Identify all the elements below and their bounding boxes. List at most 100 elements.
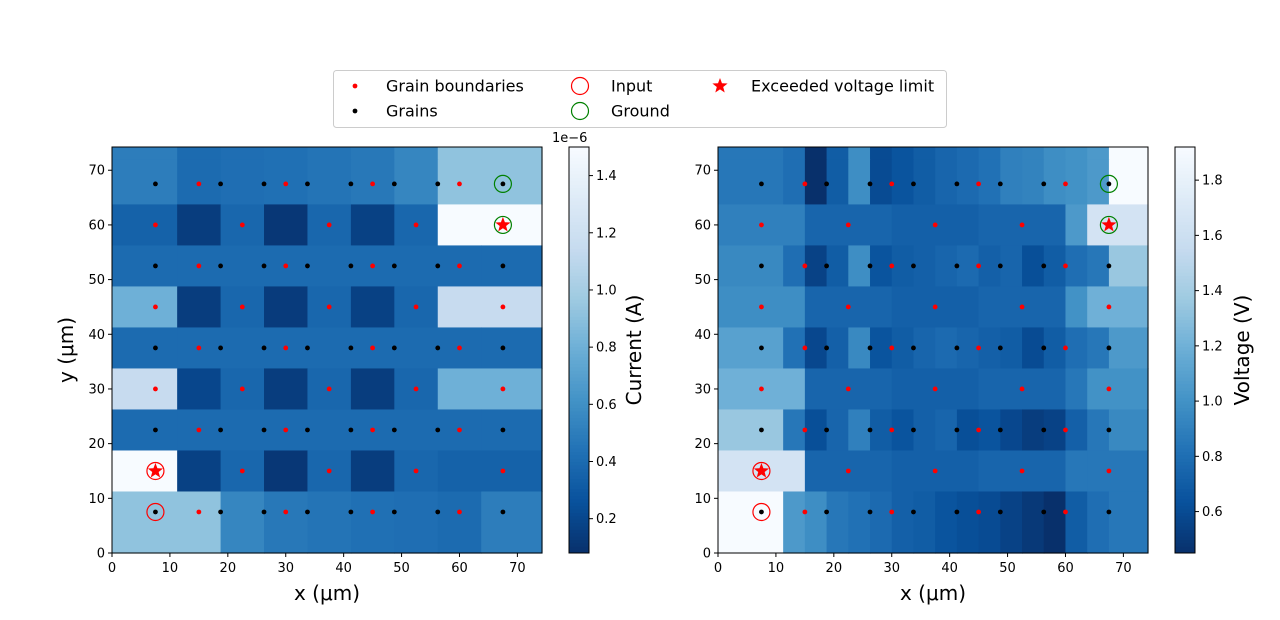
heatmap-cell (112, 159, 178, 206)
heatmap-cell (1000, 409, 1023, 452)
heatmap-cell (1087, 450, 1149, 493)
heatmap-cell (870, 147, 893, 160)
heatmap-cell (1108, 159, 1149, 206)
colorbar-segment (1175, 167, 1195, 172)
colorbar-segment (569, 346, 589, 351)
heatmap-cell (718, 159, 784, 206)
colorbar-segment (569, 437, 589, 442)
heatmap-cell (1087, 159, 1110, 206)
heatmap-cell (848, 491, 871, 554)
heatmap-cell (350, 204, 395, 247)
colorbar-tick-label: 0.8 (596, 341, 617, 356)
heatmap-cell (220, 245, 265, 288)
heatmap-cell (1065, 147, 1088, 160)
grain-boundary-point (802, 181, 808, 187)
colorbar-segment (569, 278, 589, 283)
x-tick-label: 70 (1115, 561, 1132, 576)
grain-point (391, 509, 397, 515)
grain-point (391, 181, 397, 187)
heatmap-cell (848, 327, 871, 370)
colorbar-segment (1175, 150, 1195, 155)
grain-point (218, 263, 223, 269)
colorbar-segment (569, 255, 589, 260)
current-colorbar-label: Current (A) (622, 295, 646, 406)
heatmap-cell (848, 245, 871, 288)
heatmap-cell (437, 147, 482, 160)
heatmap-cell (1065, 491, 1088, 554)
grain-point (500, 427, 506, 433)
colorbar-segment (569, 498, 589, 503)
colorbar-segment (1175, 177, 1195, 182)
heatmap-cell (350, 450, 395, 493)
grain-point (391, 345, 397, 351)
colorbar-segment (1175, 383, 1195, 388)
colorbar-segment (1175, 451, 1195, 456)
heatmap-cell (112, 368, 178, 411)
colorbar-segment (1175, 390, 1195, 395)
heatmap-cell (1022, 245, 1045, 288)
heatmap-cell (1108, 147, 1149, 160)
heatmap-cell (1000, 491, 1023, 554)
grain-point (954, 509, 960, 515)
heatmap-cell (978, 409, 1001, 452)
heatmap-cell (1087, 368, 1149, 411)
y-tick-label: 10 (694, 492, 711, 507)
colorbar-segment (569, 542, 589, 547)
heatmap-cell (112, 327, 178, 370)
grain-boundary-point (889, 427, 895, 433)
heatmap-cell (481, 327, 543, 370)
colorbar-segment (569, 536, 589, 540)
heatmap-cell (1000, 327, 1023, 370)
colorbar-segment (1175, 241, 1195, 246)
heatmap-cell (437, 450, 543, 493)
grain-boundary-point (1019, 304, 1025, 310)
colorbar-segment (1175, 255, 1195, 260)
grain-point (824, 263, 829, 269)
colorbar-segment (1175, 478, 1195, 483)
colorbar-segment (1175, 295, 1195, 300)
grain-point (305, 263, 310, 269)
grain-boundary-point (457, 509, 462, 515)
colorbar-segment (569, 427, 589, 432)
heatmap-cell (783, 491, 806, 554)
colorbar-segment (569, 495, 589, 500)
heatmap-cell (307, 159, 352, 206)
ground-marker (493, 174, 513, 194)
y-tick-label: 30 (88, 382, 105, 397)
colorbar-segment (1175, 218, 1195, 222)
grain-boundary-point (932, 386, 938, 392)
colorbar-segment (1175, 410, 1195, 415)
grain-point (911, 181, 916, 187)
grain-point (261, 427, 267, 433)
heatmap-cell (112, 286, 178, 329)
grain-boundary-point (283, 181, 289, 187)
grain-point (1106, 345, 1112, 351)
colorbar-segment (1175, 248, 1195, 253)
grain-point (997, 427, 1003, 433)
colorbar-segment (1175, 326, 1195, 331)
exceeded-voltage-marker (1101, 216, 1117, 232)
colorbar-tick-label: 0.2 (596, 512, 617, 527)
colorbar-segment (569, 167, 589, 172)
colorbar-tick-label: 1.2 (1202, 339, 1223, 354)
colorbar-segment (1175, 448, 1195, 452)
grain-point (911, 427, 916, 433)
colorbar-segment (569, 312, 589, 317)
grain-boundary-point (889, 345, 895, 351)
grain-boundary-point (239, 304, 245, 310)
grain-boundary-point (976, 345, 982, 351)
colorbar-segment (1175, 363, 1195, 368)
current-colorbar: 0.2 0.4 0.6 0.8 1.0 1.2 1.4 1e−6 Current (A) (552, 131, 646, 554)
grain-boundary-point (845, 386, 851, 392)
colorbar-segment (1175, 532, 1195, 537)
colorbar-segment (1175, 292, 1195, 297)
grain-point (500, 345, 506, 351)
colorbar-segment (1175, 302, 1195, 307)
colorbar-segment (1175, 333, 1195, 337)
grain-point (1106, 509, 1112, 515)
heatmap-cell (1000, 245, 1023, 288)
grain-boundary-point (457, 181, 462, 187)
grain-point (824, 509, 829, 515)
y-tick-label: 60 (694, 218, 711, 233)
grain-boundary-point (196, 345, 202, 351)
